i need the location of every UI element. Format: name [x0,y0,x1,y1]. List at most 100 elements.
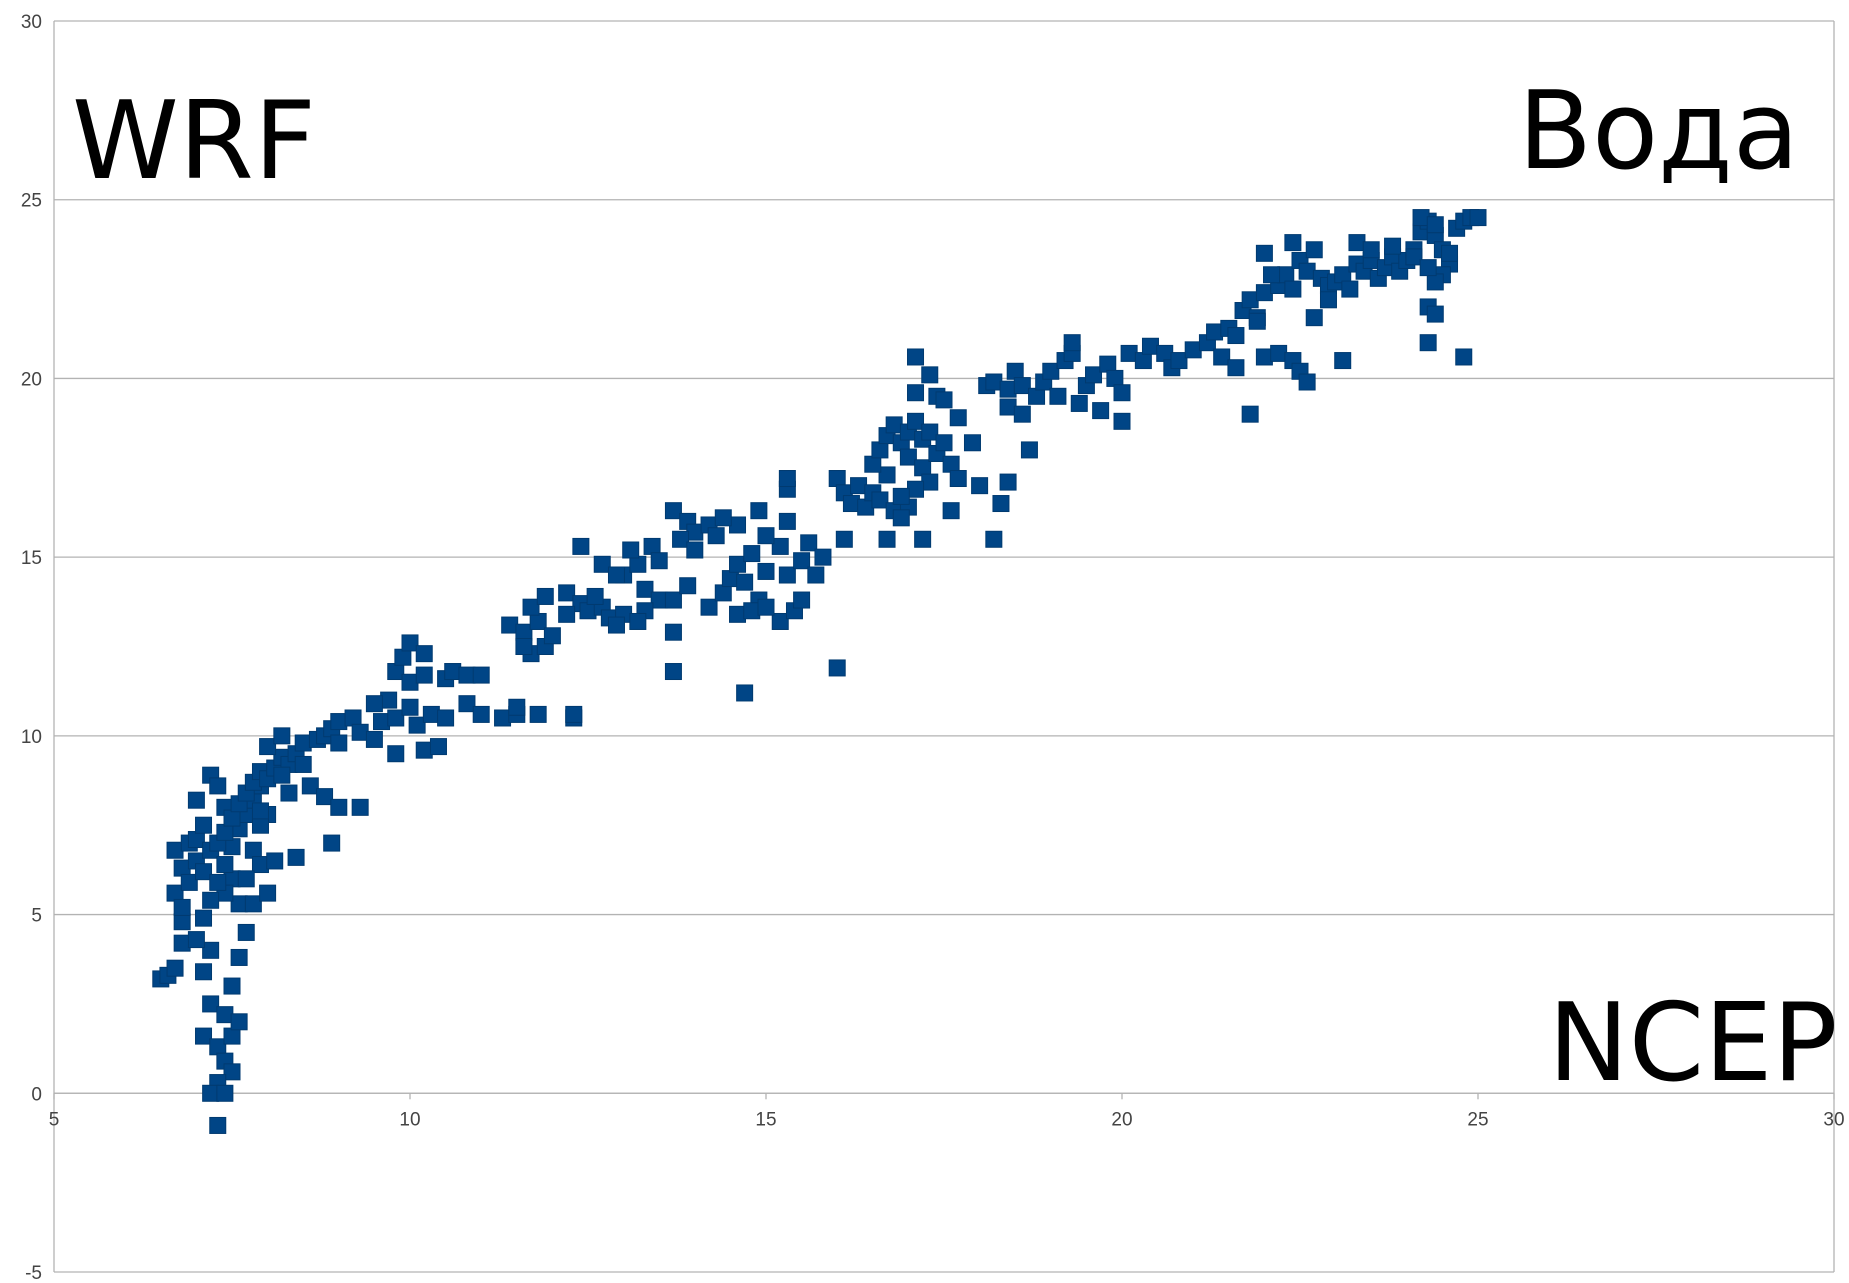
data-point [828,470,846,488]
data-point [1305,241,1323,259]
data-point [686,541,704,559]
data-point [1156,344,1174,362]
data-point [835,530,853,548]
data-point [1362,241,1380,259]
data-point [878,530,896,548]
data-point [237,923,255,941]
data-point [1063,334,1081,352]
data-point [1341,280,1359,298]
data-point [1255,244,1273,262]
data-point [1412,209,1430,227]
data-point [223,1027,241,1045]
data-point [187,791,205,809]
data-point [173,934,191,952]
data-point [415,666,433,684]
data-point [914,530,932,548]
y-tick-label: 30 [21,12,42,33]
data-point [871,491,889,509]
data-point [187,931,205,949]
data-point [1213,348,1231,366]
data-point [907,348,925,366]
y-axis-label: WRF [72,79,316,204]
data-point [1049,387,1067,405]
data-point [365,695,383,713]
data-point [914,459,932,477]
data-point [664,502,682,520]
data-point [757,598,775,616]
data-point [921,366,939,384]
data-point [1255,284,1273,302]
data-point [515,623,533,641]
data-point [209,1116,227,1134]
data-point [1248,312,1266,330]
data-point [1141,337,1159,355]
data-point [458,666,476,684]
data-point [999,398,1017,416]
data-point [999,473,1017,491]
data-point [522,598,540,616]
data-point [508,698,526,716]
data-point [1006,362,1024,380]
data-point [259,738,277,756]
data-point [223,809,241,827]
data-point [437,709,455,727]
data-point [1013,405,1031,423]
data-point [771,537,789,555]
data-point [1227,327,1245,345]
data-point [1085,366,1103,384]
y-tick-label: 15 [21,548,42,569]
data-point [935,391,953,409]
y-tick-label: 25 [21,191,42,212]
data-point [757,562,775,580]
data-point [721,570,739,588]
y-tick-label: 10 [21,727,42,748]
data-point [1298,373,1316,391]
data-point [736,684,754,702]
data-point [1013,377,1031,395]
data-point [629,555,647,573]
data-point [237,870,255,888]
data-point [223,1063,241,1081]
data-point [195,909,213,927]
data-point [1255,348,1273,366]
data-point [1120,344,1138,362]
data-point [223,977,241,995]
data-point [629,612,647,630]
data-point [244,841,262,859]
data-point [501,616,519,634]
x-tick-label: 10 [399,1109,420,1130]
data-point [1092,402,1110,420]
data-point [1298,262,1316,280]
data-point [992,495,1010,513]
x-tick-label: 20 [1111,1109,1132,1130]
data-point [187,831,205,849]
data-point [921,473,939,491]
data-point [1441,244,1459,262]
data-point [593,555,611,573]
data-point [429,738,447,756]
data-point [251,816,269,834]
data-point [636,580,654,598]
data-point [750,502,768,520]
data-point [401,673,419,691]
data-point [907,412,925,430]
data-point [166,959,184,977]
data-point [251,802,269,820]
data-points [152,209,1487,1134]
data-point [1134,352,1152,370]
data-point [216,856,234,874]
data-point [543,627,561,645]
data-point [301,777,319,795]
data-point [415,645,433,663]
data-point [273,766,291,784]
data-point [1170,352,1188,370]
data-point [1426,216,1444,234]
data-point [892,509,910,527]
data-point [387,745,405,763]
data-point [422,705,440,723]
data-point [985,373,1003,391]
data-point [714,584,732,602]
data-point [1334,266,1352,284]
data-point [294,755,312,773]
